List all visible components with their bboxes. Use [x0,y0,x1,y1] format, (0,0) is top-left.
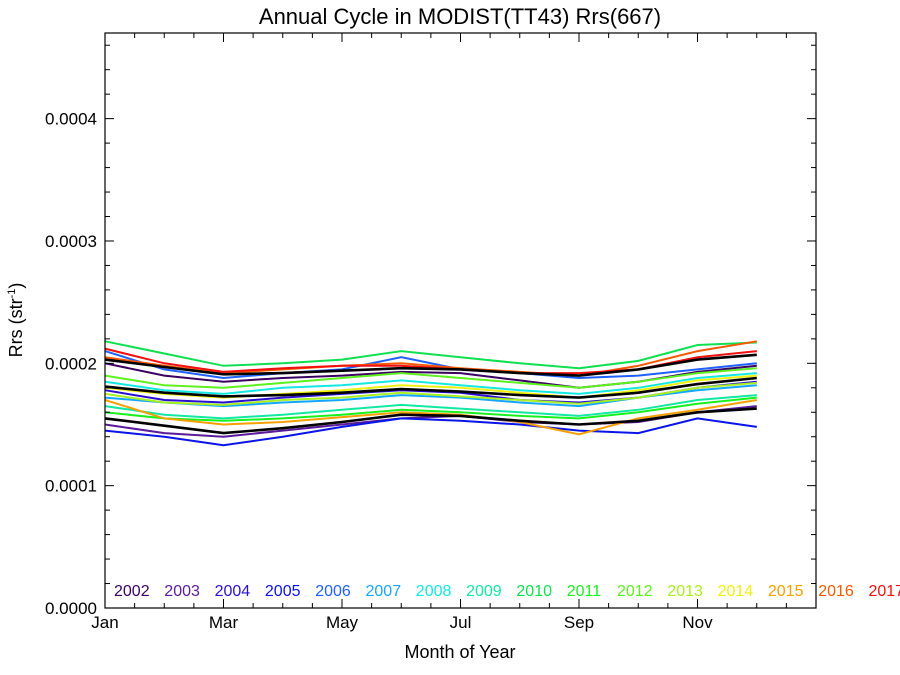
envelope-line-lower [104,407,757,435]
series-layer [104,340,757,447]
y-axis-label-superscript: -1 [6,289,18,299]
legend-item-2011: 2011 [567,583,602,600]
x-tick-label: Mar [209,613,239,632]
legend-item-2013: 2013 [667,583,703,600]
legend-item-2008: 2008 [416,583,452,600]
plot-frame [104,32,817,609]
legend-item-2015: 2015 [768,583,804,600]
y-axis-label: Rrs (str-1) [6,283,26,358]
x-tick-label: Sep [564,613,594,632]
x-tick-label: Jul [450,613,472,632]
legend-item-2005: 2005 [265,583,301,600]
legend-item-2007: 2007 [366,583,402,600]
y-axis-label-close: ) [6,283,26,289]
envelope-layer [104,353,757,435]
series-line-2006 [104,350,757,380]
legend-item-2009: 2009 [466,583,502,600]
legend-item-2003: 2003 [164,583,200,600]
x-axis: Jan Mar May Jul Sep Nov [91,33,817,632]
y-tick-label: 0.0002 [45,354,97,373]
legend: 2002 2003 2004 2005 2006 2007 2008 2009 2010 2011… [114,583,900,600]
legend-item-2004: 2004 [215,583,251,600]
x-tick-label: May [326,613,359,632]
series-line-2011 [104,396,757,422]
y-tick-label: 0.0000 [45,599,97,618]
x-axis-label: Month of Year [404,642,515,662]
legend-item-2016: 2016 [818,583,854,600]
legend-item-2006: 2006 [315,583,351,600]
legend-item-2010: 2010 [516,583,552,600]
chart-title: Annual Cycle in MODIST(TT43) Rrs(667) [259,4,661,29]
y-tick-label: 0.0003 [45,232,97,251]
series-line-2012 [104,367,757,389]
legend-item-2012: 2012 [617,583,653,600]
envelope-line-upper [104,353,757,377]
series-line-2008 [104,372,757,395]
legend-item-2002: 2002 [114,583,150,600]
y-tick-label: 0.0004 [45,110,97,129]
x-tick-label: Nov [682,613,713,632]
series-line-2010 [104,340,757,370]
x-tick-label: Jan [91,613,118,632]
y-axis-label-main: Rrs (str [6,298,26,357]
y-tick-label: 0.0001 [45,477,97,496]
y-axis: 0.0000 0.0001 0.0002 0.0003 0.0004 [45,44,816,618]
series-line-2005 [104,417,757,447]
envelope-line-mean [104,376,757,399]
series-line-2015 [104,399,757,436]
legend-item-2014: 2014 [718,583,754,600]
series-line-2009 [104,394,757,420]
series-line-2013 [104,381,757,406]
legend-item-2017: 2017 [869,583,900,600]
